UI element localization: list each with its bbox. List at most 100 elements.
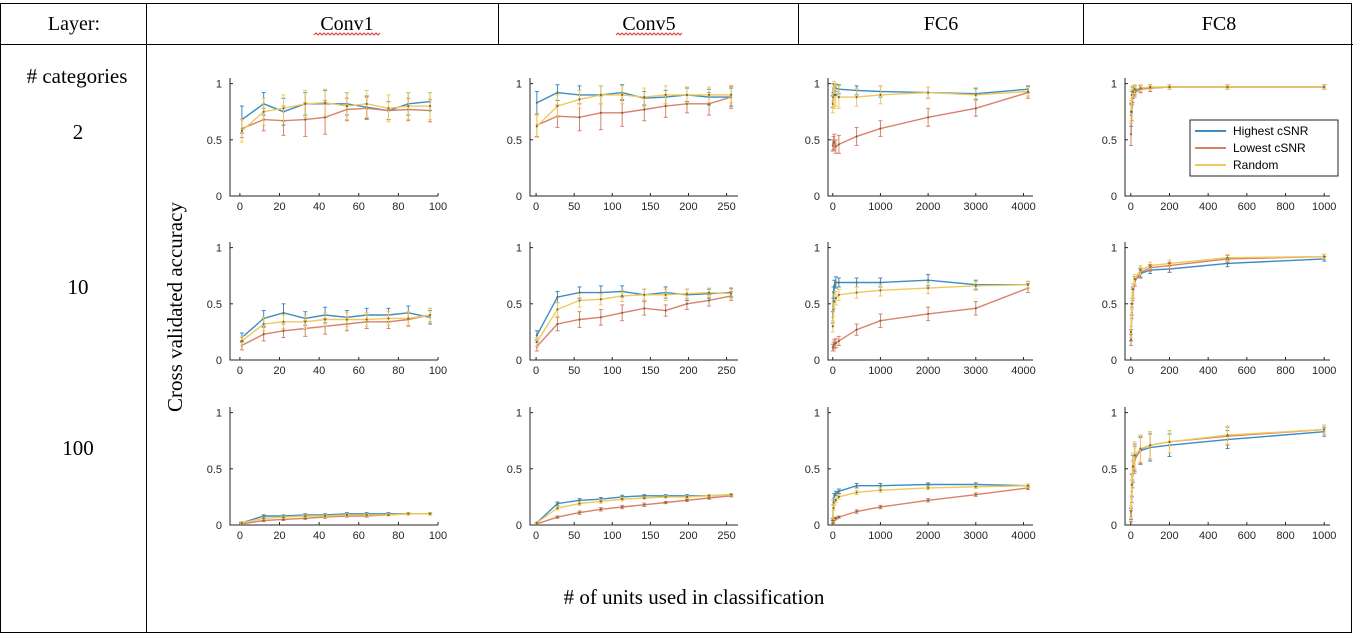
data-point — [1129, 110, 1133, 113]
data-point — [407, 317, 410, 320]
data-point — [240, 339, 243, 342]
data-point — [262, 110, 265, 113]
data-point — [834, 145, 837, 148]
series-random — [1128, 84, 1327, 124]
series-line — [241, 513, 431, 524]
data-point — [1226, 433, 1229, 437]
legend: Highest cSNR Lowest cSNR Random — [1189, 119, 1339, 177]
data-point — [1168, 440, 1171, 443]
data-point — [282, 311, 285, 314]
x-tick-label: 200 — [679, 365, 697, 377]
x-tick-label: 800 — [1276, 201, 1294, 213]
data-point — [837, 495, 840, 499]
data-point — [730, 493, 733, 496]
data-point — [730, 93, 733, 96]
data-point — [707, 291, 711, 294]
data-point — [833, 284, 836, 287]
data-point — [578, 291, 581, 294]
data-point — [365, 513, 368, 516]
data-point — [304, 514, 307, 518]
data-point — [578, 318, 581, 321]
x-tick-label: 600 — [1238, 201, 1256, 213]
data-point — [643, 494, 646, 497]
series-lowest-csnr — [239, 307, 433, 351]
data-point — [407, 512, 410, 515]
x-tick-label: 0 — [830, 365, 836, 377]
series-random — [1128, 424, 1327, 518]
y-tick-label: 0.5 — [507, 299, 522, 311]
panel-conv1-100: 0 0.5 1 0 20 40 60 80 100 — [207, 407, 447, 542]
x-tick-label: 0 — [533, 201, 539, 213]
data-point — [685, 495, 689, 499]
x-tick-label: 0 — [830, 201, 836, 213]
data-point — [664, 293, 667, 296]
y-tick-label: 1 — [1111, 243, 1117, 255]
x-tick-label: 80 — [392, 201, 404, 213]
data-point — [1139, 87, 1142, 90]
data-point — [1129, 330, 1133, 334]
series-highest-csnr — [1128, 256, 1327, 342]
axes-conv1-10 — [229, 242, 438, 361]
x-tick-label: 1000 — [868, 365, 892, 377]
data-point — [685, 292, 689, 295]
data-point — [1129, 510, 1133, 513]
data-point — [323, 514, 327, 518]
series-random — [534, 85, 734, 139]
data-point — [643, 96, 646, 99]
data-point — [643, 108, 646, 111]
data-point — [1133, 277, 1136, 281]
data-point — [664, 495, 667, 499]
series-line — [832, 287, 1029, 348]
series-line — [536, 494, 732, 524]
x-tick-label: 0 — [533, 530, 539, 542]
data-point — [282, 320, 285, 323]
column-header-fc6: FC6 — [924, 13, 958, 35]
x-tick-label: 2000 — [916, 530, 940, 542]
x-tick-label: 1000 — [1312, 201, 1336, 213]
y-tick-label: 0.5 — [207, 135, 222, 147]
series-random — [239, 512, 433, 524]
x-tick-label: 250 — [717, 365, 735, 377]
row-label-2: 2 — [73, 120, 84, 144]
y-tick-label: 0 — [216, 520, 222, 532]
data-point — [879, 289, 882, 292]
y-tick-label: 1 — [814, 408, 820, 420]
data-point — [855, 135, 858, 138]
x-tick-label: 0 — [830, 530, 836, 542]
axes-conv1-2 — [229, 78, 438, 197]
data-point — [730, 292, 733, 295]
data-point — [556, 502, 559, 505]
data-point — [707, 494, 711, 497]
data-point — [304, 517, 307, 520]
data-point — [578, 116, 581, 119]
data-point — [855, 328, 858, 331]
series-line — [536, 290, 732, 336]
data-point — [1026, 484, 1030, 487]
x-tick-label: 20 — [273, 365, 285, 377]
spellcheck-underline-conv1 — [313, 32, 381, 36]
data-point — [621, 294, 624, 298]
y-tick-label: 1 — [516, 243, 522, 255]
data-point — [643, 307, 646, 310]
x-tick-label: 40 — [313, 530, 325, 542]
data-point — [365, 102, 368, 105]
data-point — [599, 500, 602, 503]
y-tick-label: 0.5 — [805, 299, 820, 311]
data-point — [262, 514, 265, 518]
series-highest-csnr — [239, 89, 433, 134]
data-point — [837, 490, 840, 493]
data-point — [262, 333, 265, 336]
panel-fc8-10: 0 0.5 1 0 200 400 600 800 1000 — [1102, 242, 1336, 377]
series-highest-csnr — [830, 83, 1031, 108]
data-point — [927, 279, 930, 282]
data-point — [304, 320, 307, 323]
data-point — [1168, 85, 1171, 89]
data-point — [834, 281, 837, 284]
row-label-10: 10 — [68, 275, 89, 299]
data-point — [1323, 428, 1326, 431]
data-point — [974, 107, 977, 110]
series-line — [832, 91, 1029, 148]
x-tick-label: 200 — [1160, 530, 1178, 542]
data-point — [535, 125, 538, 128]
x-tick-label: 800 — [1276, 530, 1294, 542]
